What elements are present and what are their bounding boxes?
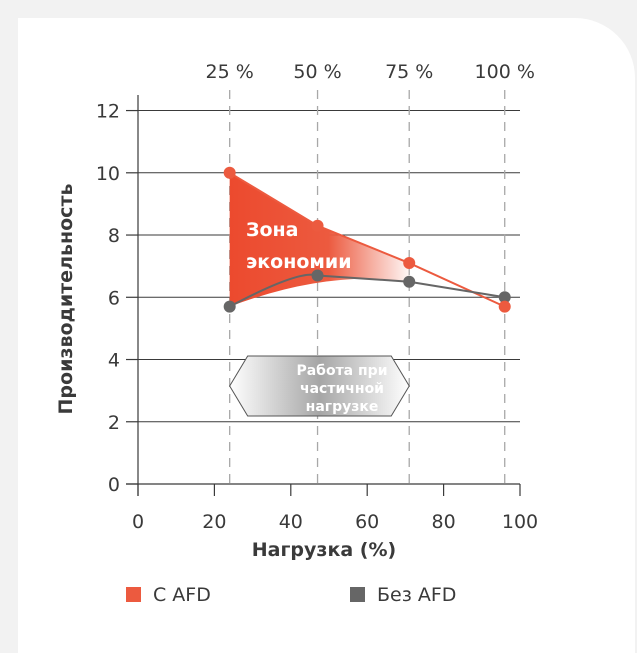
legend: С AFD Без AFD [126, 584, 456, 606]
top-tick-label: 75 % [385, 61, 433, 83]
savings-zone [229, 172, 410, 307]
partial-load-label-line3: нагрузке [306, 399, 379, 415]
zone-label-line2: экономии [246, 251, 352, 273]
partial-load-arrow [229, 355, 410, 417]
x-tick-label: 100 [502, 511, 538, 533]
chart-card [18, 18, 635, 653]
legend-swatch-with-afd [126, 587, 141, 602]
data-point-without-afd [498, 291, 511, 304]
data-point-with-afd [403, 257, 416, 270]
data-point-without-afd [223, 300, 236, 313]
data-point-without-afd [311, 269, 324, 282]
partial-load-label-line1: Работа при [296, 363, 387, 379]
y-axis-title: Производительность [55, 184, 77, 415]
y-tick-label: 10 [96, 163, 120, 185]
x-tick-label: 60 [355, 511, 379, 533]
partial-load-label-line2: частичной [300, 381, 384, 397]
top-tick-label: 100 % [475, 61, 535, 83]
legend-swatch-without-afd [350, 587, 365, 602]
top-tick-labels: 25 % 50 % 75 % 100 % [206, 61, 535, 83]
y-tick-label: 0 [108, 474, 120, 496]
legend-label-with-afd: С AFD [153, 584, 211, 606]
x-tick-label: 40 [279, 511, 303, 533]
series-layer [223, 166, 511, 313]
y-tick-label: 8 [108, 225, 120, 247]
x-tick-label: 80 [432, 511, 456, 533]
data-point-with-afd [223, 166, 236, 179]
top-tick-label: 25 % [206, 61, 254, 83]
data-point-with-afd [498, 300, 511, 313]
data-point-with-afd [311, 219, 324, 232]
y-tick-label: 2 [108, 412, 120, 434]
zone-label-line1: Зона [246, 219, 299, 241]
y-tick-label: 6 [108, 287, 120, 309]
legend-label-without-afd: Без AFD [377, 584, 456, 606]
top-tick-label: 50 % [293, 61, 341, 83]
savings-zone-area [229, 172, 410, 307]
x-tick-label: 20 [202, 511, 226, 533]
data-point-without-afd [403, 275, 416, 288]
partial-load-arrow-shape [229, 355, 410, 417]
x-tick-label: 0 [132, 511, 144, 533]
y-tick-label: 12 [96, 101, 120, 123]
x-axis-title: Нагрузка (%) [252, 539, 396, 561]
y-tick-label: 4 [108, 350, 120, 372]
series-line-with-afd [229, 171, 506, 308]
axes-layer: 0 2 4 6 8 10 12 0 20 40 60 80 100 [96, 95, 538, 533]
